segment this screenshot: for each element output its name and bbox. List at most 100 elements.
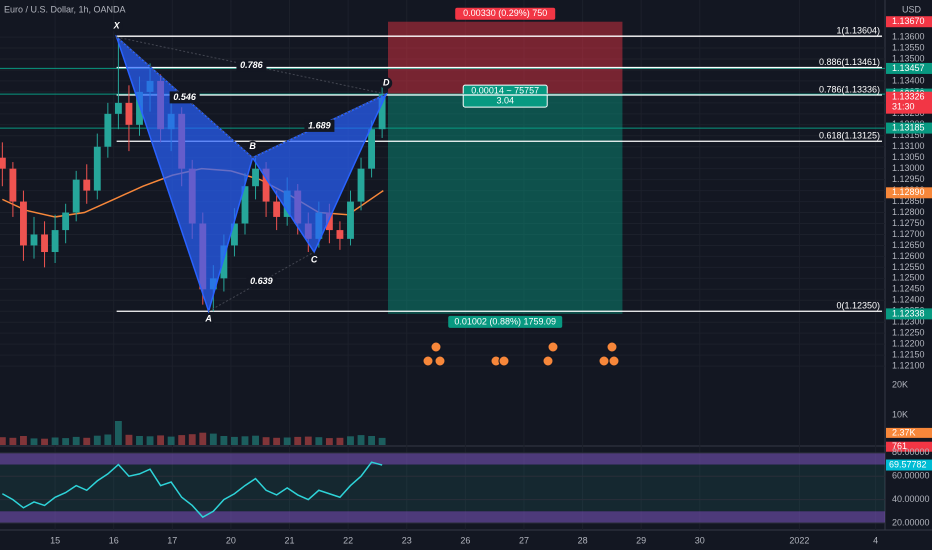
volume-bar — [136, 436, 143, 445]
fib-label: 0.618(1.13125) — [819, 131, 880, 141]
x-tick-label: 21 — [285, 535, 295, 545]
ratio-box — [169, 91, 200, 104]
candle-body — [368, 129, 376, 169]
y-tick-label: 1.13150 — [892, 130, 925, 140]
y-tick-label: 1.12950 — [892, 174, 925, 184]
candle-body — [357, 168, 365, 202]
currency: USD — [902, 4, 922, 14]
event-icon — [547, 341, 559, 353]
pattern-point-bg — [110, 20, 123, 33]
x-tick-label: 27 — [519, 535, 529, 545]
volume-bar — [178, 435, 186, 445]
y-tick-label: 1.12500 — [892, 273, 925, 283]
volume-bar — [41, 438, 48, 445]
y-tick-label: 1.13550 — [892, 42, 925, 52]
volume-bar — [252, 435, 259, 445]
x-tick-label: 4 — [873, 535, 878, 545]
volume-marker — [886, 427, 932, 438]
candle-body — [41, 234, 48, 253]
volume-tick-label: 10K — [892, 409, 908, 419]
volume-bar — [231, 436, 238, 445]
ratio-label: 0.546 — [173, 92, 197, 102]
event-icon — [608, 355, 620, 367]
x-tick-label: 15 — [50, 535, 60, 545]
candle-body — [125, 102, 133, 125]
fib-label: 1(1.13604) — [836, 26, 880, 36]
ratio-label: 0.639 — [250, 276, 273, 286]
pattern-point-label: D — [383, 77, 390, 87]
volume-bar — [294, 436, 302, 445]
candle-body — [347, 201, 354, 239]
volume-bar — [125, 434, 133, 445]
volume-bar — [262, 437, 270, 445]
volume-bar — [209, 433, 217, 445]
rsi-marker — [886, 459, 932, 471]
ratio-label: 0.786 — [240, 60, 264, 70]
pattern-point-bg — [308, 254, 321, 267]
y-tick-label: 1.12400 — [892, 295, 925, 305]
volume-bar — [30, 438, 38, 445]
y-tick-label: 1.13050 — [892, 152, 925, 162]
price-marker-label: 1.13457 — [892, 63, 925, 73]
fib-label: 0(1.12350) — [836, 301, 880, 311]
price-marker-label: 1.12890 — [892, 187, 925, 197]
stop-label: 0.00330 (0.29%) 750 — [463, 8, 547, 18]
candle-body — [262, 168, 270, 202]
volume-bar — [62, 438, 70, 445]
event-icon — [498, 355, 510, 367]
candle-body — [336, 230, 344, 239]
volume-bar — [283, 437, 291, 445]
event-icon — [434, 355, 446, 367]
price-marker — [886, 16, 932, 28]
candle-body — [241, 186, 249, 224]
target-label: 0.01002 (0.88%) 1759.09 — [454, 316, 556, 326]
event-icons — [422, 341, 620, 367]
y-tick-label: 1.12750 — [892, 218, 925, 228]
x-tick-label: 17 — [167, 535, 177, 545]
price-marker — [886, 122, 932, 134]
volume-bar — [304, 436, 312, 445]
chart-title: Euro / U.S. Dollar, 1h, OANDA — [4, 4, 126, 14]
price-marker-label: 1.12338 — [892, 308, 925, 318]
candle-body — [20, 201, 27, 246]
x-tick-label: 29 — [636, 535, 646, 545]
x-tick-label: 22 — [343, 535, 353, 545]
rsi-tick-label: 40.00000 — [892, 494, 930, 504]
pattern-point-bg — [246, 140, 259, 153]
label-box — [448, 315, 563, 328]
volume-bar — [273, 437, 281, 445]
volume-bar — [220, 436, 228, 445]
candle-body — [83, 179, 91, 191]
volume-bar — [20, 436, 27, 445]
candle-body — [62, 212, 70, 231]
y-tick-label: 1.12850 — [892, 196, 925, 206]
pattern-point-label: B — [249, 141, 256, 151]
y-tick-label: 1.12600 — [892, 251, 925, 261]
volume-bar — [157, 435, 165, 445]
y-tick-label: 1.12800 — [892, 207, 925, 217]
volume-marker-label: 761 — [892, 441, 907, 451]
volume-bar — [72, 436, 80, 445]
x-tick-label: 20 — [226, 535, 236, 545]
candle-body — [104, 113, 112, 147]
event-icon — [542, 355, 554, 367]
volume-bar — [315, 437, 323, 445]
price-marker-label: 1.13326 — [892, 92, 925, 102]
fib-label: 0.886(1.13461) — [819, 57, 880, 67]
event-icon — [606, 341, 618, 353]
volume-marker-label: 2.37K — [892, 427, 916, 437]
y-tick-label: 1.12100 — [892, 360, 925, 370]
price-marker-label: 1.13670 — [892, 16, 925, 26]
y-tick-label: 1.12300 — [892, 317, 925, 327]
countdown: 31:30 — [892, 102, 915, 112]
ratio-box — [246, 275, 277, 288]
rsi-marker-label: 69.57782 — [889, 459, 927, 469]
price-marker-label: 1.13185 — [892, 122, 925, 132]
x-tick-label: 26 — [460, 535, 470, 545]
candle-body — [273, 201, 281, 217]
ratio-label: 1.689 — [308, 120, 331, 130]
x-tick-label: 23 — [402, 535, 412, 545]
pattern-point-bg — [202, 313, 215, 326]
y-tick-label: 1.13400 — [892, 75, 925, 85]
volume-bar — [0, 437, 6, 445]
